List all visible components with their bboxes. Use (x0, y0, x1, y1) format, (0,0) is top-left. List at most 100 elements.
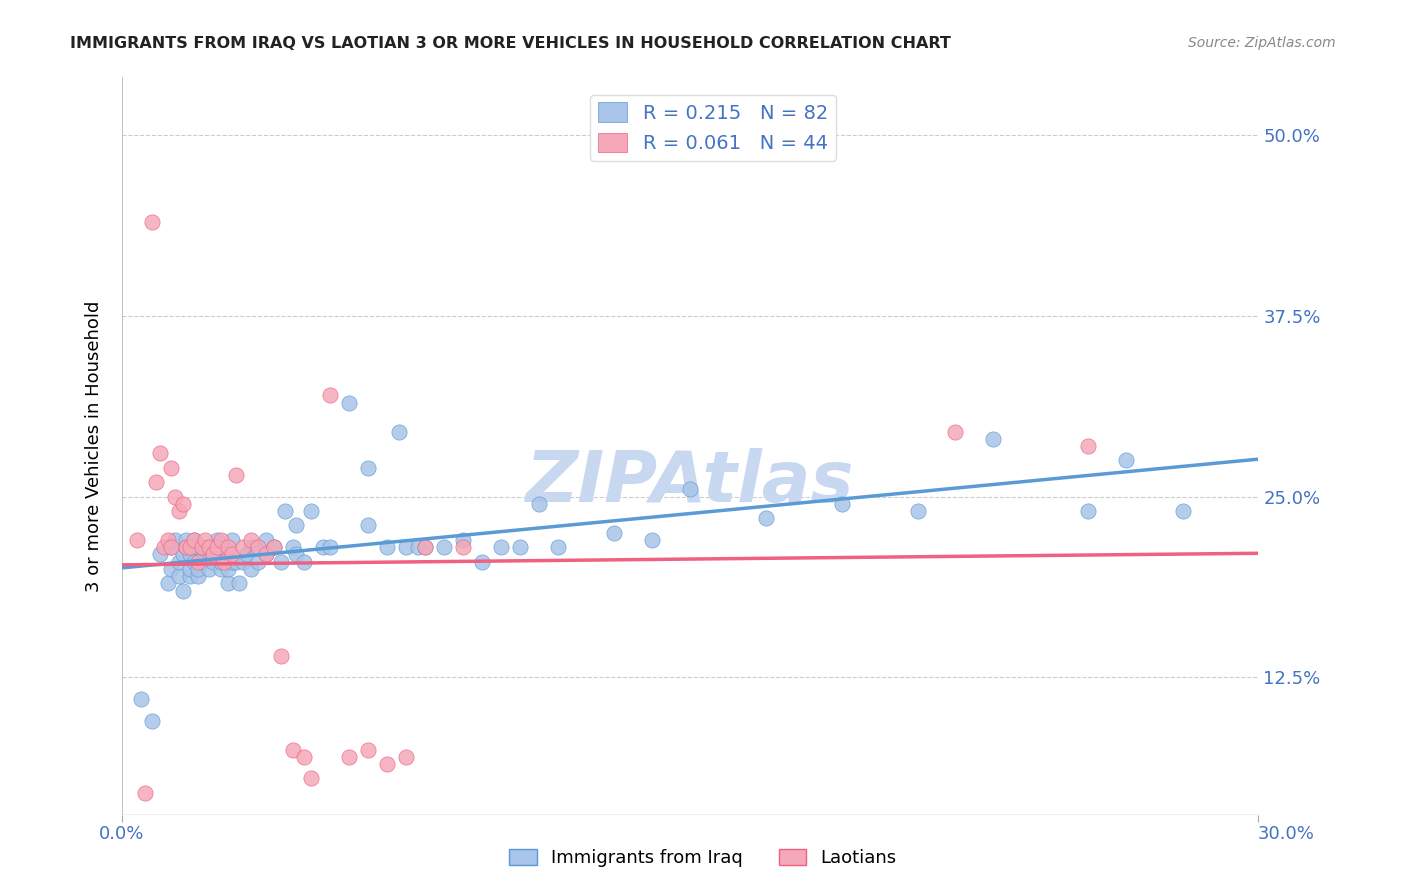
Point (831, 497, 853, 511)
Point (145, 475, 167, 490)
Point (172, 548, 194, 562)
Point (254, 548, 277, 562)
Point (183, 533, 205, 547)
Point (312, 540, 335, 554)
Point (387, 425, 409, 439)
Point (194, 533, 217, 547)
Point (254, 533, 277, 547)
Point (247, 555, 270, 569)
Point (141, 714, 163, 728)
Point (141, 215, 163, 229)
Point (319, 388, 342, 402)
Point (270, 555, 292, 569)
Point (292, 749, 315, 764)
Point (451, 540, 474, 554)
Point (160, 540, 183, 554)
Point (198, 540, 221, 554)
Point (236, 548, 259, 562)
Point (205, 540, 228, 554)
Point (907, 504, 929, 518)
Point (1115, 453, 1137, 467)
Point (232, 540, 254, 554)
Point (176, 540, 198, 554)
Point (201, 555, 224, 569)
Point (243, 540, 266, 554)
Point (270, 648, 292, 663)
Point (127, 533, 149, 547)
Point (209, 562, 232, 576)
Point (187, 562, 209, 576)
Point (160, 562, 183, 576)
Point (755, 511, 778, 525)
Point (156, 576, 179, 591)
Point (167, 504, 190, 518)
Point (187, 540, 209, 554)
Point (1077, 439, 1099, 453)
Point (160, 460, 183, 475)
Point (152, 540, 174, 554)
Point (190, 555, 212, 569)
Text: IMMIGRANTS FROM IRAQ VS LAOTIAN 3 OR MORE VEHICLES IN HOUSEHOLD CORRELATION CHAR: IMMIGRANTS FROM IRAQ VS LAOTIAN 3 OR MOR… (70, 36, 952, 51)
Point (547, 540, 569, 554)
Legend: Immigrants from Iraq, Laotians: Immigrants from Iraq, Laotians (502, 841, 904, 874)
Point (225, 467, 247, 482)
Point (375, 540, 398, 554)
Point (239, 533, 262, 547)
Point (281, 742, 304, 756)
Point (217, 576, 239, 591)
Point (217, 562, 239, 576)
Point (217, 540, 239, 554)
Point (221, 548, 243, 562)
Point (201, 548, 224, 562)
Point (395, 540, 418, 554)
Text: ZIPAtlas: ZIPAtlas (526, 449, 855, 517)
Point (254, 548, 277, 562)
Point (981, 432, 1004, 446)
Point (1077, 504, 1099, 518)
Point (406, 540, 429, 554)
Point (232, 555, 254, 569)
Point (285, 548, 308, 562)
Point (214, 540, 236, 554)
Point (509, 540, 531, 554)
Point (1171, 504, 1194, 518)
Point (165, 533, 187, 547)
Point (176, 540, 198, 554)
Point (156, 533, 179, 547)
Point (179, 569, 201, 583)
Point (239, 540, 262, 554)
Point (176, 533, 198, 547)
Point (134, 786, 156, 800)
Point (357, 518, 380, 533)
Point (603, 525, 626, 540)
Point (357, 742, 380, 756)
Point (149, 446, 172, 460)
Point (205, 533, 228, 547)
Point (165, 490, 187, 504)
Point (167, 569, 190, 583)
Point (228, 576, 250, 591)
Point (375, 756, 398, 771)
Point (292, 555, 315, 569)
Point (527, 497, 550, 511)
Point (194, 540, 217, 554)
Point (149, 548, 172, 562)
Point (413, 540, 436, 554)
Point (274, 504, 297, 518)
Point (337, 749, 360, 764)
Point (214, 555, 236, 569)
Text: Source: ZipAtlas.com: Source: ZipAtlas.com (1188, 36, 1336, 50)
Legend: R = 0.215   N = 82, R = 0.061   N = 44: R = 0.215 N = 82, R = 0.061 N = 44 (591, 95, 835, 161)
Point (357, 460, 380, 475)
Point (221, 555, 243, 569)
Point (641, 533, 664, 547)
Point (187, 555, 209, 569)
Point (172, 497, 194, 511)
Point (301, 504, 323, 518)
Point (217, 548, 239, 562)
Point (247, 540, 270, 554)
Point (263, 540, 285, 554)
Point (172, 583, 194, 598)
Point (183, 555, 205, 569)
Point (167, 555, 190, 569)
